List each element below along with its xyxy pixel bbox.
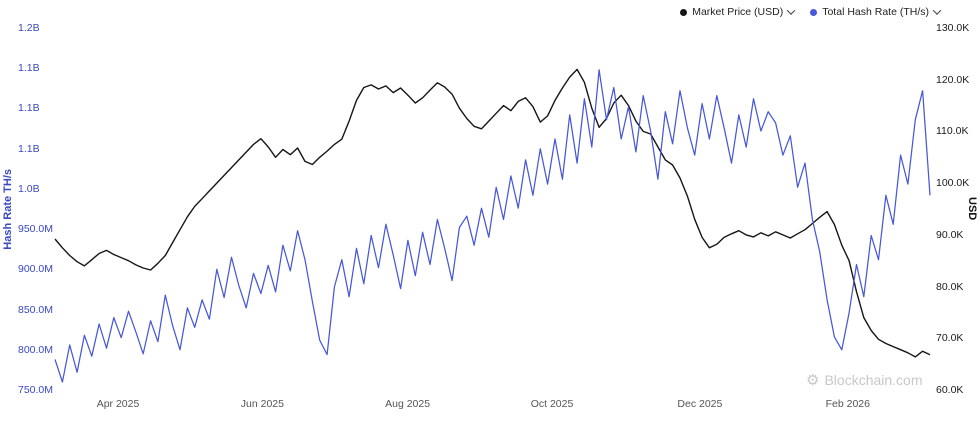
right-axis-tick-label: 80.0K bbox=[936, 280, 964, 293]
legend-item-hash-rate[interactable]: Total Hash Rate (TH/s) bbox=[810, 6, 942, 18]
gear-logo-icon: ⚙ bbox=[806, 371, 820, 389]
left-axis-tick-label: 750.0M bbox=[18, 383, 54, 396]
left-axis-tick-label: 1.1B bbox=[18, 102, 40, 115]
left-axis-tick-label: 1.1B bbox=[18, 142, 40, 155]
watermark-text: Blockchain.com bbox=[824, 372, 923, 388]
x-axis-tick-label: Jun 2025 bbox=[240, 398, 284, 410]
right-axis-tick-label: 70.0K bbox=[936, 332, 964, 345]
right-axis-tick-label: 110.0K bbox=[936, 125, 969, 138]
x-axis-tick-label: Aug 2025 bbox=[385, 398, 431, 410]
market-price-line bbox=[54, 68, 931, 358]
left-axis-tick-label: 800.0M bbox=[18, 343, 54, 356]
legend: Market Price (USD) Total Hash Rate (TH/s… bbox=[680, 6, 942, 18]
chevron-down-icon bbox=[932, 6, 942, 15]
left-axis-tick-label: 1.2B bbox=[18, 21, 40, 34]
left-axis-tick-label: 1.0B bbox=[18, 182, 40, 195]
left-axis-tick-label: 900.0M bbox=[18, 263, 54, 276]
hash-rate-line bbox=[54, 69, 931, 383]
right-axis-tick-label: 60.0K bbox=[936, 383, 964, 396]
chevron-down-icon bbox=[786, 6, 796, 15]
right-axis-tick-label: 120.0K bbox=[936, 73, 970, 86]
hash-rate-dot-icon bbox=[810, 8, 818, 16]
right-axis-title: USD bbox=[966, 197, 978, 221]
legend-hash-rate-label: Total Hash Rate (TH/s) bbox=[822, 6, 929, 18]
left-axis-tick-label: 1.1B bbox=[18, 61, 40, 74]
market-price-dot-icon bbox=[680, 8, 688, 16]
x-axis-tick-label: Feb 2026 bbox=[825, 398, 870, 410]
legend-item-market-price[interactable]: Market Price (USD) bbox=[680, 6, 796, 18]
right-axis-tick-label: 90.0K bbox=[936, 228, 964, 241]
x-axis-tick-label: Dec 2025 bbox=[677, 398, 723, 410]
right-axis-tick-label: 130.0K bbox=[936, 21, 970, 34]
blockchain-watermark: ⚙ Blockchain.com bbox=[806, 372, 923, 388]
left-axis-title: Hash Rate TH/s bbox=[2, 168, 14, 250]
left-axis-tick-label: 850.0M bbox=[18, 303, 54, 316]
legend-market-price-label: Market Price (USD) bbox=[692, 6, 784, 18]
left-axis-tick-label: 950.0M bbox=[18, 222, 54, 235]
x-axis-tick-label: Apr 2025 bbox=[96, 398, 140, 410]
x-axis-tick-label: Oct 2025 bbox=[530, 398, 574, 410]
right-axis-tick-label: 100.0K bbox=[936, 176, 970, 189]
